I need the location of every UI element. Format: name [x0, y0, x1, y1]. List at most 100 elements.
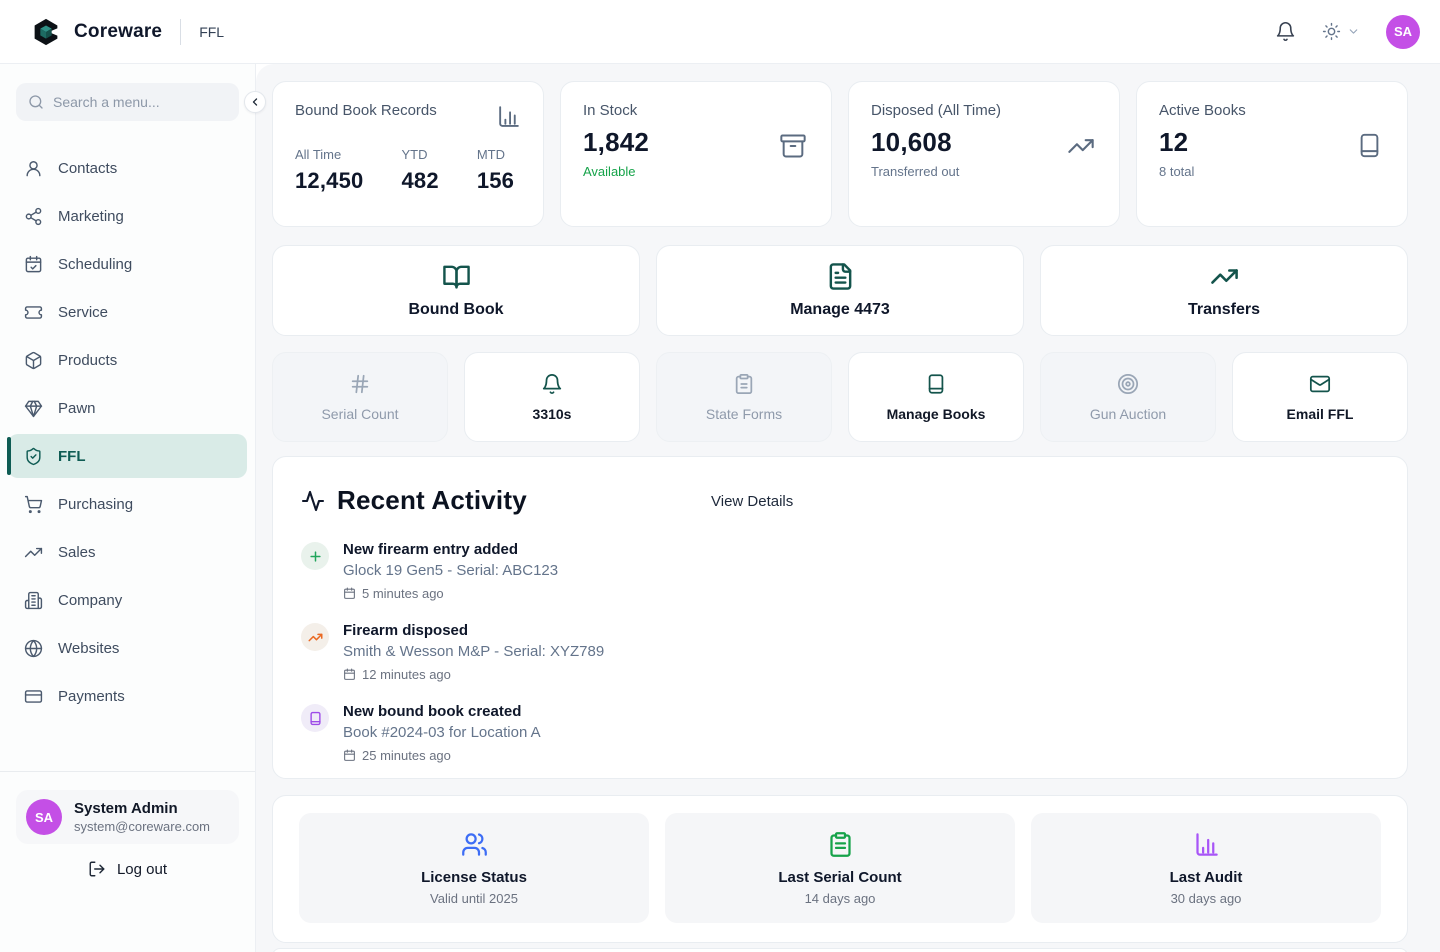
- tile-title: License Status: [421, 868, 527, 886]
- activity-item[interactable]: New firearm entry added Glock 19 Gen5 - …: [301, 540, 1379, 601]
- last-audit-tile[interactable]: Last Audit 30 days ago: [1031, 813, 1381, 923]
- activity-description: Book #2024-03 for Location A: [343, 724, 541, 741]
- email-ffl-button[interactable]: Email FFL: [1232, 352, 1408, 442]
- theme-toggle-button[interactable]: [1322, 22, 1360, 41]
- user-card[interactable]: SA System Admin system@coreware.com: [16, 790, 239, 844]
- quick-actions-row: Serial Count 3310s State Forms Manage Bo…: [272, 352, 1408, 442]
- sidebar-item-websites[interactable]: Websites: [8, 626, 247, 670]
- stat-value: 10,608: [871, 127, 952, 157]
- calendar-icon: [343, 587, 356, 600]
- main-content: Bound Book Records All Time 12,450 YTD 4…: [256, 64, 1440, 952]
- metric-all-time: All Time 12,450: [295, 147, 364, 194]
- mail-icon: [1309, 373, 1331, 395]
- next-section-card-edge: [272, 948, 1408, 952]
- activity-title-text: New bound book created: [343, 703, 522, 720]
- user-email: system@coreware.com: [74, 819, 211, 834]
- license-status-tile[interactable]: License Status Valid until 2025: [299, 813, 649, 923]
- metric-value: 12,450: [295, 168, 364, 193]
- sidebar-item-sales[interactable]: Sales: [8, 530, 247, 574]
- clipboard-list-icon: [827, 831, 854, 858]
- metric-mtd: MTD 156: [477, 147, 514, 194]
- logout-button[interactable]: Log out: [16, 860, 239, 878]
- quick-action-label: 3310s: [532, 405, 572, 422]
- manage-4473-button[interactable]: Manage 4473: [656, 245, 1024, 336]
- sidebar-item-marketing[interactable]: Marketing: [8, 194, 247, 238]
- sun-icon: [1322, 22, 1341, 41]
- user-icon: [24, 159, 43, 178]
- activity-item[interactable]: New bound book created Book #2024-03 for…: [301, 702, 1379, 763]
- status-tiles: License Status Valid until 2025 Last Ser…: [299, 813, 1381, 923]
- shopping-cart-icon: [24, 495, 43, 514]
- transfers-button[interactable]: Transfers: [1040, 245, 1408, 336]
- share-icon: [24, 207, 43, 226]
- sidebar-item-label: Products: [58, 351, 118, 369]
- recent-activity-title: Recent Activity: [337, 485, 527, 515]
- activity-title-text: New firearm entry added: [343, 541, 519, 558]
- sidebar-item-purchasing[interactable]: Purchasing: [8, 482, 247, 526]
- sidebar-item-pawn[interactable]: Pawn: [8, 386, 247, 430]
- sidebar-item-payments[interactable]: Payments: [8, 674, 247, 718]
- activity-item[interactable]: Firearm disposed Smith & Wesson M&P - Se…: [301, 621, 1379, 682]
- user-avatar[interactable]: SA: [1386, 14, 1420, 49]
- view-details-link[interactable]: View Details: [711, 493, 794, 510]
- gun-auction-button[interactable]: Gun Auction: [1040, 352, 1216, 442]
- metric-label: MTD: [476, 147, 505, 162]
- stats-row: Bound Book Records All Time 12,450 YTD 4…: [272, 81, 1408, 227]
- state-forms-button[interactable]: State Forms: [656, 352, 832, 442]
- last-serial-count-tile[interactable]: Last Serial Count 14 days ago: [665, 813, 1015, 923]
- brand-name: Coreware: [74, 20, 163, 42]
- tile-title: Last Serial Count: [778, 868, 902, 886]
- book-icon: [1356, 132, 1383, 164]
- stat-subtitle: 8 total: [1159, 164, 1195, 179]
- hash-icon: [349, 373, 371, 395]
- sidebar-item-contacts[interactable]: Contacts: [8, 146, 247, 190]
- activity-timestamp: 25 minutes ago: [343, 748, 541, 763]
- globe-icon: [24, 639, 43, 658]
- sidebar-item-label: Scheduling: [58, 255, 133, 273]
- stat-title: Active Books: [1159, 102, 1246, 119]
- metric-ytd: YTD 482: [402, 147, 439, 194]
- primary-action-label: Transfers: [1187, 301, 1261, 318]
- sidebar-item-scheduling[interactable]: Scheduling: [8, 242, 247, 286]
- recent-activity-card: Recent Activity View Details New firearm…: [272, 456, 1408, 779]
- tile-title: Last Audit: [1169, 868, 1243, 886]
- sidebar-item-service[interactable]: Service: [8, 290, 247, 334]
- activity-list: New firearm entry added Glock 19 Gen5 - …: [301, 540, 1379, 763]
- sidebar-item-label: Company: [58, 591, 123, 609]
- calendar-icon: [343, 749, 356, 762]
- search-icon: [28, 94, 44, 110]
- archive-icon: [779, 132, 807, 165]
- sidebar-item-label: Marketing: [58, 207, 124, 225]
- user-card-avatar: SA: [26, 799, 62, 835]
- primary-actions-row: Bound Book Manage 4473 Transfers: [272, 245, 1408, 336]
- activity-description: Smith & Wesson M&P - Serial: XYZ789: [343, 643, 605, 660]
- activity-timestamp: 12 minutes ago: [343, 667, 604, 682]
- sidebar-item-label: FFL: [58, 447, 86, 465]
- 3310s-button[interactable]: 3310s: [464, 352, 640, 442]
- bar-chart-icon: [1193, 831, 1220, 858]
- manage-books-button[interactable]: Manage Books: [848, 352, 1024, 442]
- serial-count-button[interactable]: Serial Count: [272, 352, 448, 442]
- notifications-button[interactable]: [1275, 21, 1296, 42]
- ticket-icon: [24, 303, 43, 322]
- header-actions: SA: [1275, 14, 1420, 49]
- activity-time-text: 25 minutes ago: [362, 748, 451, 763]
- metric-value: 156: [476, 168, 515, 193]
- sidebar-item-label: Payments: [58, 687, 125, 705]
- sidebar-item-ffl[interactable]: FFL: [7, 434, 247, 478]
- stat-subtitle: Available: [583, 164, 636, 179]
- stat-card-in-stock: In Stock 1,842 Available: [560, 81, 832, 227]
- sidebar-item-products[interactable]: Products: [8, 338, 247, 382]
- stat-card-bound-book-records: Bound Book Records All Time 12,450 YTD 4…: [272, 81, 544, 227]
- building-icon: [24, 591, 43, 610]
- sidebar-item-company[interactable]: Company: [8, 578, 247, 622]
- stat-metrics: All Time 12,450 YTD 482 MTD 156: [295, 147, 521, 194]
- trending-up-icon: [1067, 132, 1095, 165]
- users-icon: [461, 831, 488, 858]
- clipboard-icon: [733, 373, 755, 395]
- sidebar-collapse-button[interactable]: [244, 91, 266, 113]
- search-input[interactable]: [53, 94, 227, 110]
- bound-book-button[interactable]: Bound Book: [272, 245, 640, 336]
- activity-time-text: 5 minutes ago: [362, 586, 444, 601]
